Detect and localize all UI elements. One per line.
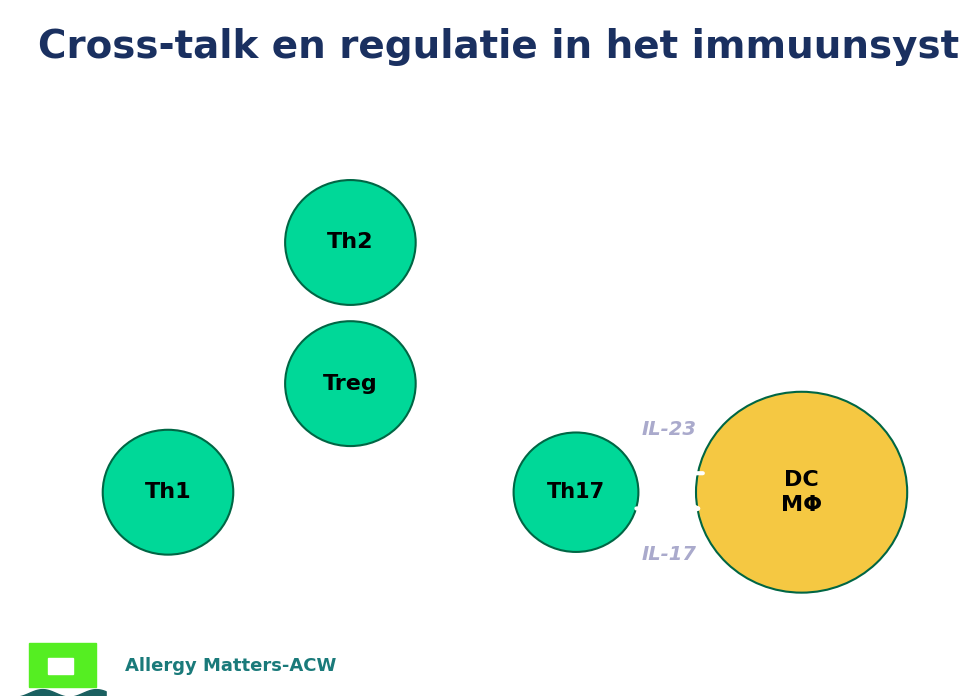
Text: IL-23: IL-23 [641,420,696,439]
Ellipse shape [103,430,233,555]
Text: IL-4, IL-5, IL-13, (IL-10): IL-4, IL-5, IL-13, (IL-10) [418,232,707,253]
Text: IL-10, TGF-β: IL-10, TGF-β [86,368,238,388]
Text: IL-17: IL-17 [641,545,696,564]
Text: DC
MΦ: DC MΦ [781,470,822,514]
Text: Innate
immuniteit: Innate immuniteit [763,313,900,356]
Text: Cross-talk en regulatie in het immuunsysteem: Cross-talk en regulatie in het immuunsys… [38,28,960,66]
Ellipse shape [285,180,416,305]
Text: Treg: Treg [323,374,378,394]
Bar [48,658,73,674]
Text: Th17: Th17 [547,482,605,503]
Bar [29,643,96,686]
Text: IFN-γ
TNF-α: IFN-γ TNF-α [24,446,96,489]
Text: Allergy Matters-ACW: Allergy Matters-ACW [125,657,336,675]
Text: Th2: Th2 [327,232,373,253]
Ellipse shape [514,432,638,552]
Text: allergie: allergie [150,232,245,253]
Ellipse shape [696,392,907,593]
Text: Auto-immuniteit: Auto-immuniteit [24,569,229,589]
Ellipse shape [285,322,416,446]
Text: Th1: Th1 [145,482,191,503]
